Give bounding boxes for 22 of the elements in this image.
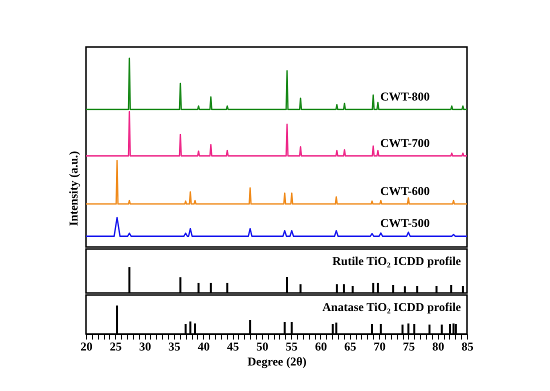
x-tick-label: 50 bbox=[256, 340, 268, 354]
series-label: Rutile TiO₂ ICDD profile bbox=[332, 254, 462, 268]
x-tick-label: 40 bbox=[198, 340, 210, 354]
series-label: CWT-600 bbox=[380, 184, 430, 198]
series-label: Anatase TiO₂ ICDD profile bbox=[322, 300, 462, 314]
x-tick-label: 30 bbox=[139, 340, 152, 354]
series-label: CWT-700 bbox=[380, 136, 430, 150]
x-tick-label: 35 bbox=[168, 340, 180, 354]
y-axis-title: Intensity (a.u.) bbox=[66, 150, 80, 226]
x-tick-label: 80 bbox=[432, 340, 444, 354]
x-tick-label: 20 bbox=[80, 340, 92, 354]
x-tick-label: 65 bbox=[344, 340, 356, 354]
series-label: CWT-500 bbox=[380, 216, 430, 230]
x-tick-label: 70 bbox=[374, 340, 386, 354]
x-tick-label: 45 bbox=[227, 340, 240, 354]
x-tick-label: 60 bbox=[314, 340, 327, 354]
x-tick-label: 85 bbox=[462, 340, 474, 354]
x-tick-label: 25 bbox=[110, 340, 122, 354]
x-axis-title: Degree (2θ) bbox=[247, 354, 307, 368]
series-label: CWT-800 bbox=[380, 89, 430, 104]
x-tick-label: 75 bbox=[402, 340, 415, 354]
x-tick-label: 55 bbox=[286, 340, 298, 354]
